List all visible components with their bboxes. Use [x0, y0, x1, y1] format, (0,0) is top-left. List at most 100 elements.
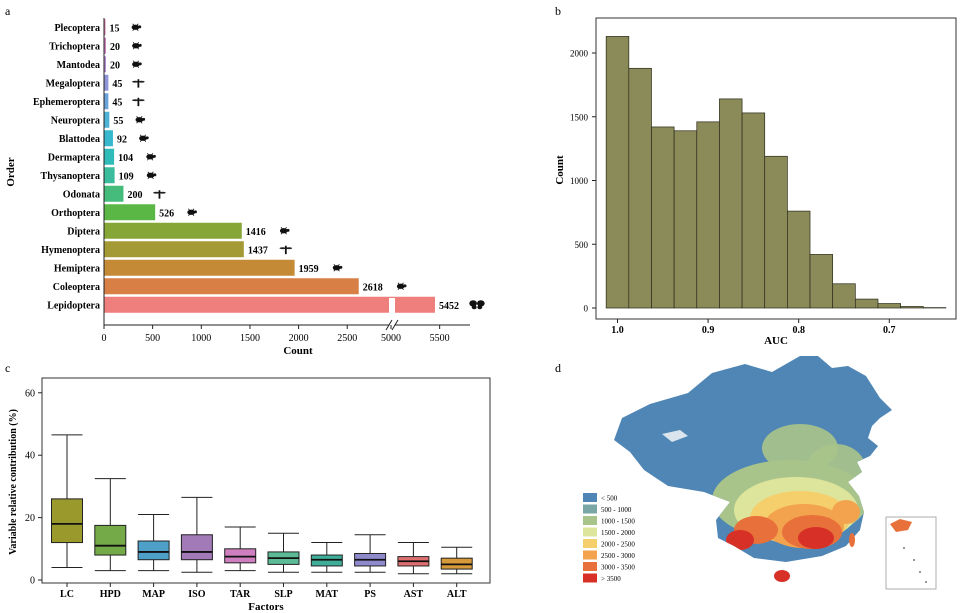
legend-swatch [583, 550, 597, 560]
bar-trichoptera [104, 37, 106, 54]
bar-plecoptera [104, 19, 106, 36]
cockroach-icon [139, 134, 149, 142]
histogram-bar [741, 112, 766, 309]
histogram-bar [764, 155, 788, 309]
panel-b-y-axis-title: Count [554, 155, 566, 185]
panel-b-x-axis-title: AUC [764, 335, 788, 347]
x-tick-label: SLP [274, 589, 292, 600]
histogram-bar [696, 121, 720, 309]
data-label: 55 [113, 116, 123, 127]
x-tick-label: LC [60, 589, 74, 600]
earwig-icon [146, 153, 156, 161]
data-label: 20 [110, 42, 120, 53]
panel-d-map: < 500 500 - 1000 1000 - 1500 1500 - 2000 200… [583, 356, 937, 590]
category-label: Ephemeroptera [33, 97, 100, 108]
x-tick-label: 0.9 [702, 325, 715, 336]
y-tick-label: 1500 [570, 112, 589, 122]
histogram-bar [877, 303, 901, 309]
desert-patch [662, 430, 688, 442]
y-tick-label: 60 [25, 388, 35, 399]
data-label: 200 [127, 190, 142, 201]
histogram-bar [651, 126, 675, 309]
panel-c-chart: LC HPD MAP ISO TAR SLP MAT PS AST ALT 0 20 40 60 Fact… [8, 377, 491, 613]
axis-break-mark [385, 298, 399, 332]
box-tar [224, 526, 257, 572]
bar-ephemeroptera [104, 93, 109, 110]
box-lc [51, 434, 83, 569]
x-tick-label: 1000 [191, 333, 211, 344]
legend-swatch [583, 573, 597, 583]
legend-swatch [583, 516, 597, 525]
legend-label: 3000 - 3500 [601, 564, 635, 572]
panel-c-label: c [5, 361, 10, 375]
panel-a-x-axis-title: Count [283, 345, 313, 357]
data-label: 104 [118, 153, 133, 164]
panel-a-marks: Plecoptera 15 Trichoptera 20 Mantodea 20 Megal… [33, 19, 485, 313]
box-hpd [94, 478, 127, 572]
box-alt [440, 546, 473, 575]
panel-a-label: a [5, 4, 11, 18]
data-label: 109 [119, 171, 134, 182]
category-label: Thysanoptera [41, 171, 100, 182]
histogram-bar [854, 298, 879, 309]
category-label: Lepidoptera [47, 300, 100, 311]
category-label: Megaloptera [46, 78, 100, 89]
panel-a-y-axis-title: Order [5, 157, 17, 186]
bar-hymenoptera [104, 241, 244, 258]
x-tick-label: 5500 [430, 333, 450, 344]
bar-lepidoptera [104, 296, 435, 313]
y-tick-label: 40 [25, 451, 35, 462]
data-label: 5452 [439, 301, 459, 312]
histogram-bar [809, 254, 834, 309]
data-label: 1416 [246, 227, 266, 238]
data-label: 1959 [299, 264, 319, 275]
category-label: Trichoptera [49, 41, 100, 52]
x-tick-label: TAR [230, 589, 251, 600]
legend-label: 1000 - 1500 [601, 518, 635, 526]
mantis-icon [132, 60, 142, 68]
data-label: 45 [112, 79, 122, 90]
x-tick-label: ALT [447, 589, 467, 600]
legend-label: < 500 [601, 495, 618, 503]
cicada-icon [332, 264, 343, 272]
box-body [137, 540, 170, 561]
data-label: 1437 [248, 245, 268, 256]
box-body [94, 524, 127, 556]
x-tick-label: 2000 [289, 333, 309, 344]
category-label: Plecoptera [54, 23, 100, 34]
bar-dermaptera [104, 148, 115, 165]
category-label: Orthoptera [51, 208, 100, 219]
legend-label: 500 - 1000 [601, 506, 632, 514]
category-label: Hemiptera [54, 263, 100, 274]
legend-swatch [583, 527, 597, 537]
panel-c-ticks: LC HPD MAP ISO TAR SLP MAT PS AST ALT 0 20 40 60 [25, 388, 467, 600]
x-tick-label: 0.7 [883, 325, 896, 336]
y-tick-label: 0 [30, 576, 35, 587]
panel-d-label: d [555, 361, 561, 375]
histogram-bar [673, 130, 698, 309]
lacewing-icon [135, 116, 146, 124]
data-label: 20 [110, 60, 120, 71]
y-tick-label: 20 [25, 513, 35, 524]
category-label: Mantodea [57, 60, 100, 71]
data-label: 2618 [363, 282, 383, 293]
panel-a-chart: Plecoptera 15 Trichoptera 20 Mantodea 20 Megal… [5, 18, 485, 357]
legend-label: > 3500 [601, 575, 621, 583]
wasp-icon [279, 245, 293, 255]
histogram-bar [719, 98, 743, 309]
taiwan-island [849, 533, 855, 547]
panel-b-frame [595, 17, 957, 320]
histogram-bar [787, 210, 811, 309]
box-body [180, 534, 213, 561]
bar-coleoptera [104, 278, 359, 295]
box-slp [267, 532, 300, 573]
bar-mantodea [104, 56, 106, 73]
stonefly-icon [131, 23, 142, 31]
x-tick-label: 500 [145, 333, 160, 344]
category-label: Neuroptera [51, 115, 100, 126]
panel-b-chart: 0 500 1000 1500 2000 1.0 0.9 0.8 0.7 AUC Count [554, 17, 957, 347]
map-legend: < 500 500 - 1000 1000 - 1500 1500 - 2000 200… [583, 493, 635, 583]
x-tick-label: HPD [100, 589, 121, 600]
data-label: 45 [112, 97, 122, 108]
panel-c-x-axis-title: Factors [248, 601, 284, 613]
